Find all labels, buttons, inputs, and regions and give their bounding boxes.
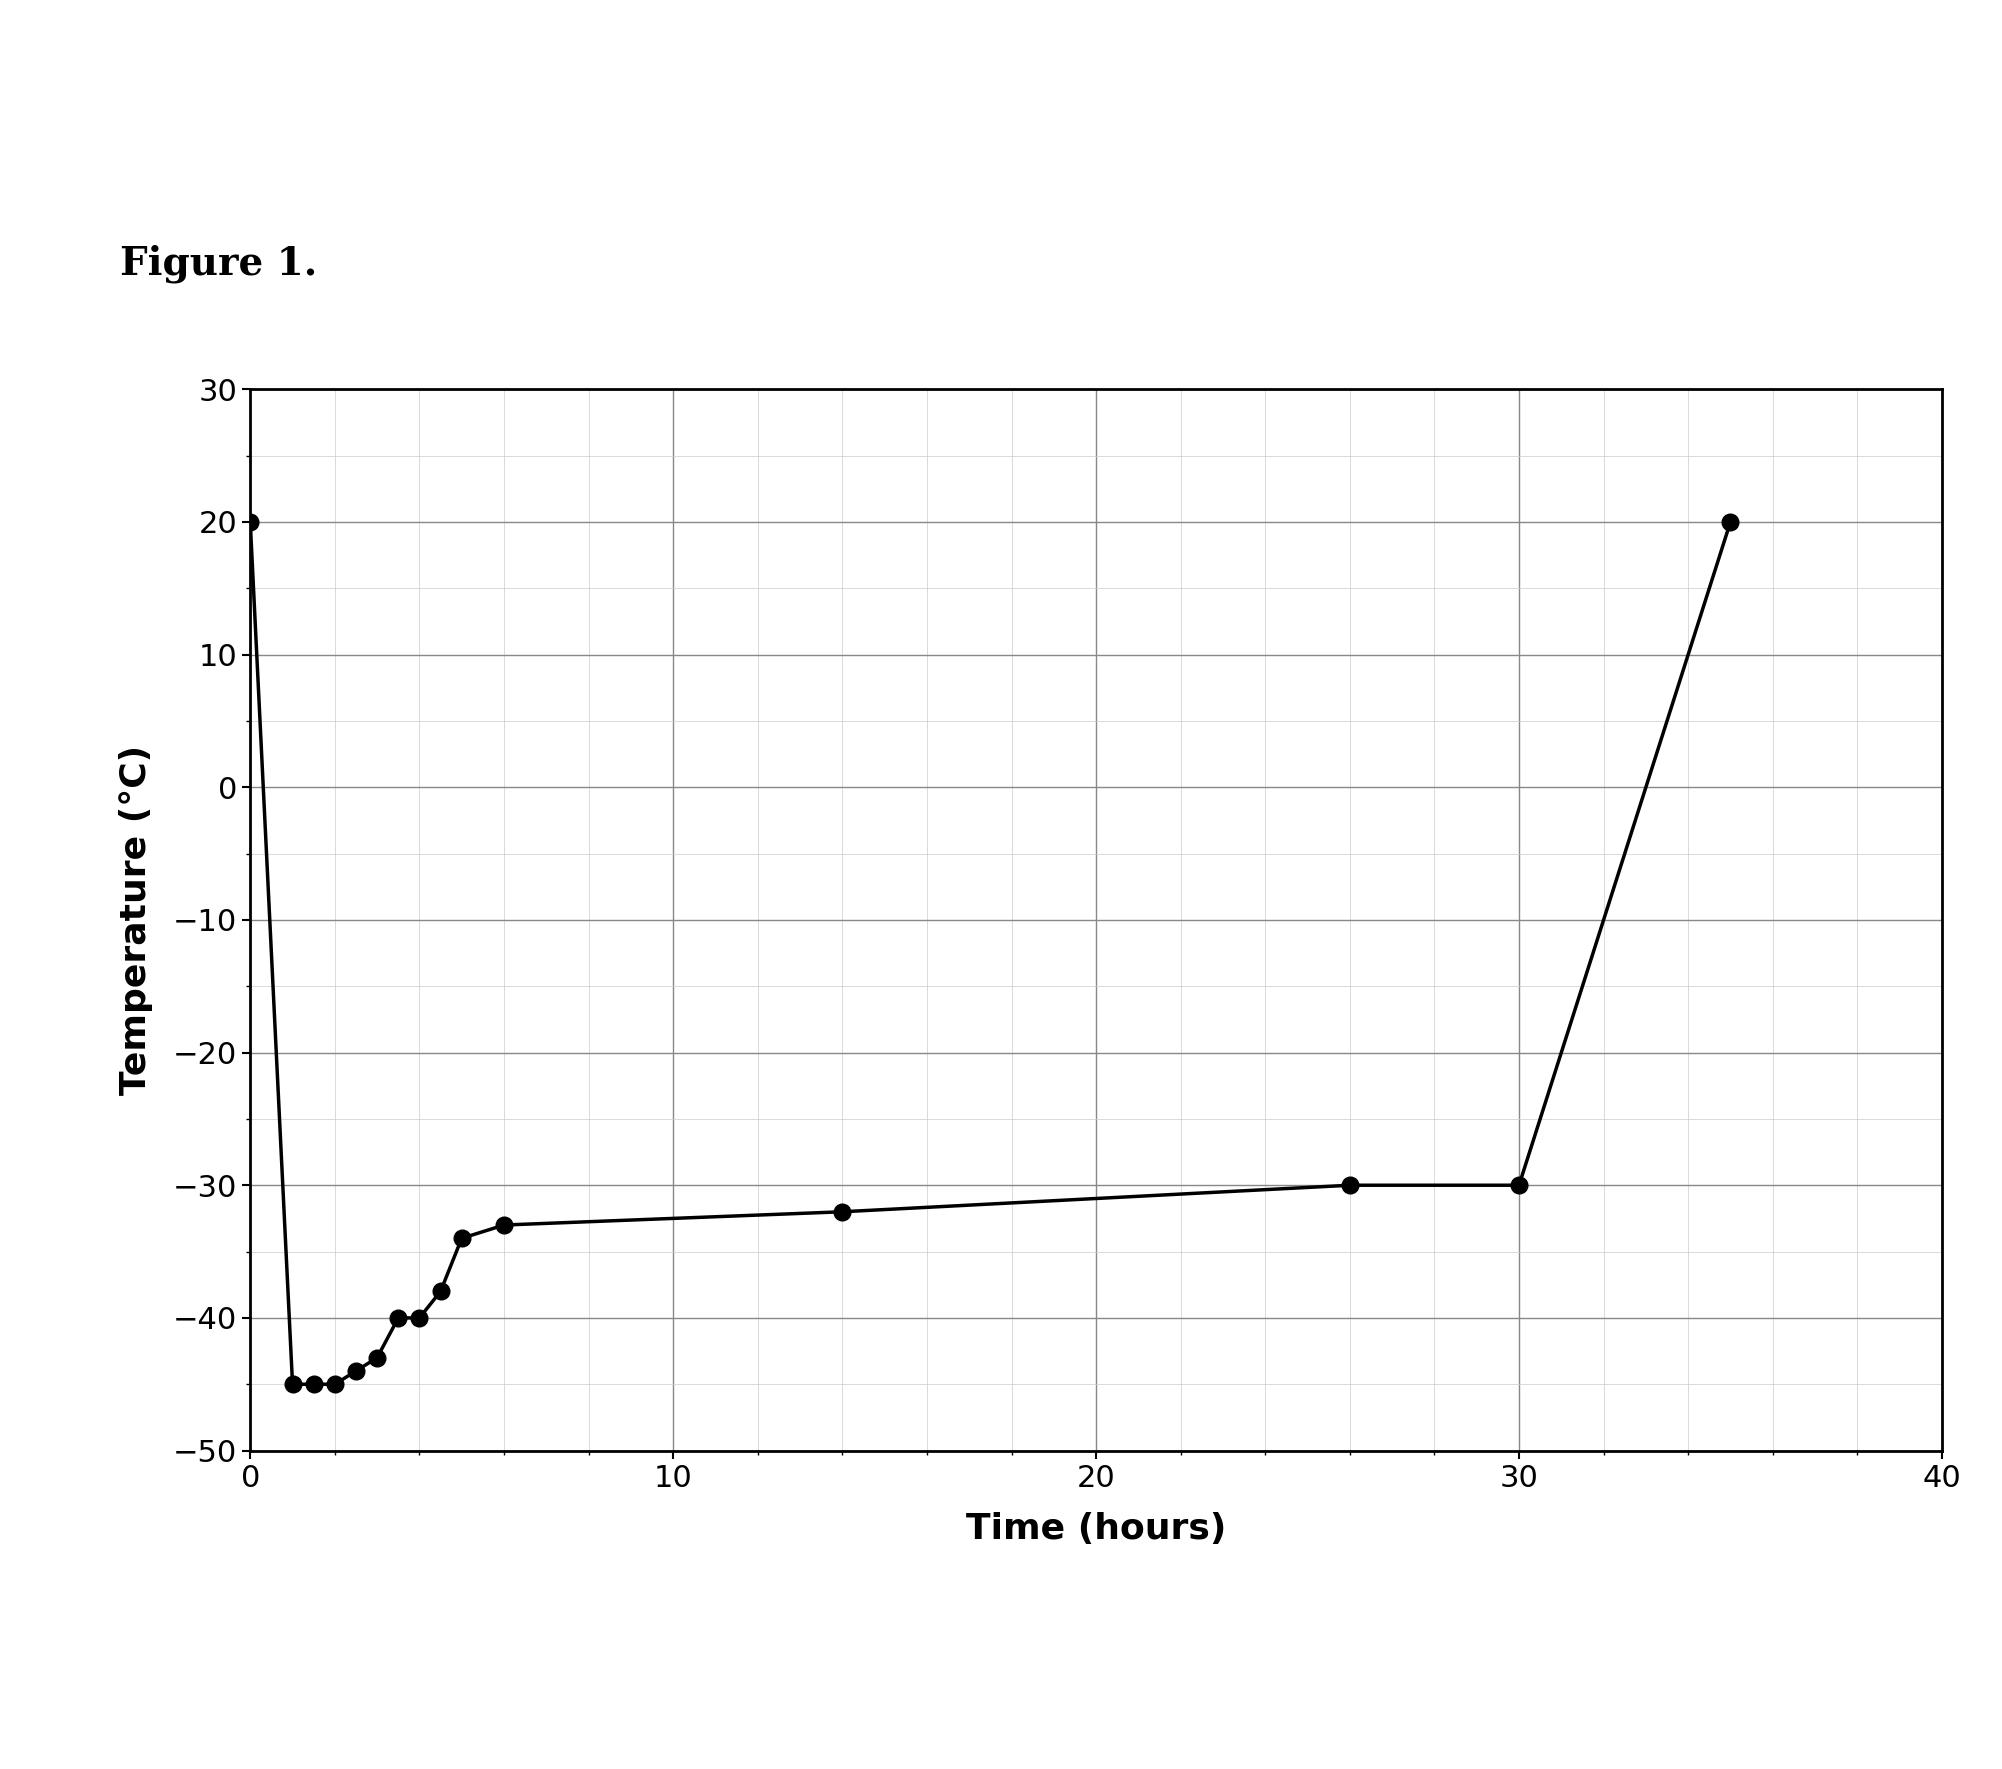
Text: Figure 1.: Figure 1.	[120, 244, 318, 283]
X-axis label: Time (hours): Time (hours)	[965, 1512, 1227, 1546]
Y-axis label: Temperature (°C): Temperature (°C)	[120, 745, 154, 1095]
